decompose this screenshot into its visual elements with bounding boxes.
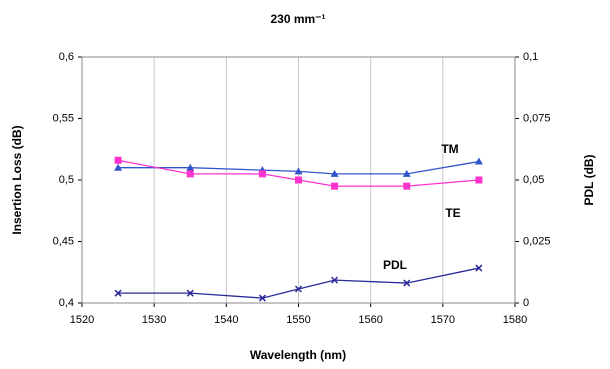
marker <box>295 176 302 184</box>
y-axis-label: Insertion Loss (dB) <box>10 125 24 234</box>
marker <box>331 182 339 190</box>
marker <box>114 163 123 171</box>
series-label: TE <box>445 206 460 220</box>
series-label: TM <box>441 142 458 156</box>
marker <box>330 169 339 177</box>
x-tick-label: 1540 <box>214 314 238 326</box>
x-tick-label: 1580 <box>503 314 527 326</box>
marker <box>403 279 411 287</box>
y-tick-label: 0,4 <box>59 297 74 309</box>
plot-frame <box>81 56 516 304</box>
marker <box>294 167 303 175</box>
marker <box>402 169 411 177</box>
y-tick-label: 0,45 <box>53 235 74 247</box>
y-tick-label: 0,6 <box>59 51 74 63</box>
y-tick-label: 0,55 <box>53 112 74 124</box>
x-tick-label: 1530 <box>142 314 166 326</box>
marker <box>258 170 266 178</box>
marker <box>294 285 303 293</box>
y2-tick-label: 0,075 <box>523 112 551 124</box>
y2-axis-label: PDL (dB) <box>582 154 596 205</box>
series-label: PDL <box>383 258 407 272</box>
marker <box>403 182 411 190</box>
marker <box>474 157 483 165</box>
y2-tick-label: 0 <box>523 297 529 309</box>
x-tick-label: 1550 <box>286 314 310 326</box>
marker <box>186 163 195 171</box>
marker <box>114 156 122 164</box>
x-axis-label: Wavelength (nm) <box>250 348 346 362</box>
y2-tick-label: 0,05 <box>523 174 544 186</box>
marker <box>258 294 266 302</box>
marker <box>475 176 483 184</box>
marker <box>475 264 483 272</box>
y2-tick-label: 0,025 <box>523 235 551 247</box>
y2-tick-label: 0,1 <box>523 51 538 63</box>
x-tick-label: 1520 <box>70 314 94 326</box>
chart-title: 230 mm⁻¹ <box>270 12 325 26</box>
x-tick-label: 1570 <box>431 314 455 326</box>
marker <box>186 289 194 297</box>
marker <box>114 289 122 297</box>
marker <box>186 170 194 178</box>
marker <box>331 276 339 284</box>
y-tick-label: 0,5 <box>59 174 74 186</box>
x-tick-label: 1560 <box>358 314 382 326</box>
